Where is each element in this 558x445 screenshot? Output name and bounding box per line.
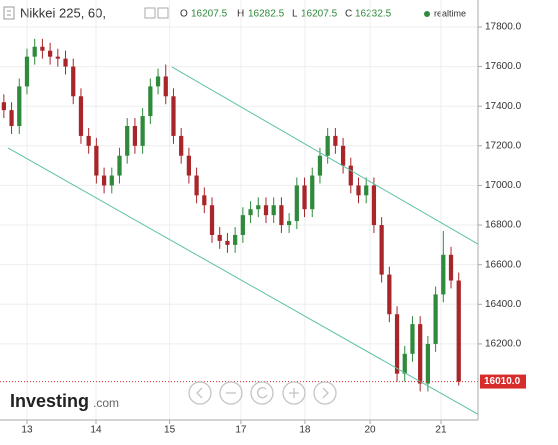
candle-body [171,96,176,136]
candle-body [364,185,369,196]
trend-line [7,147,479,415]
candle-body [233,234,238,245]
candle-body [202,195,207,206]
ohlc-label: C [345,9,352,20]
candle-body [117,155,122,176]
candle-body [179,135,184,156]
candle-body [1,102,6,111]
candle-body [433,294,438,344]
candle-body [348,165,353,186]
candle-body [333,135,338,146]
candle-body [263,205,269,216]
candle-body [17,86,22,126]
x-tick-label: 15 [164,425,176,436]
candle-body [302,185,307,210]
candle-body [325,135,330,156]
candle-body [410,324,415,354]
candle-body [55,56,60,59]
candle-body [132,126,138,146]
y-tick-label: 16600.0 [485,259,522,270]
ohlc-value: 16282.5 [248,9,285,20]
candle-body [186,155,192,176]
candle-body [163,76,168,97]
candle-body [94,145,99,176]
candle-body [40,46,45,51]
plot [0,0,479,420]
status: realtime [434,8,466,18]
ohlc-label: L [292,9,298,20]
candle-body [86,135,91,146]
candle-body [109,175,114,186]
candle-body [279,205,284,226]
candle-body [456,280,461,382]
last-price-label: 16010.0 [484,376,521,387]
candle-body [271,205,276,216]
candle-body [402,353,407,374]
candle-body [71,66,76,97]
y-tick-label: 17800.0 [485,22,522,33]
candle-body [425,343,431,384]
candle-body [225,240,230,245]
candle-body [340,145,346,166]
y-tick-label: 17000.0 [485,180,522,191]
x-tick-label: 21 [435,425,447,436]
candle-body [441,254,446,295]
brand-suffix: .com [93,396,119,410]
candle-body [286,221,292,226]
candle-body [294,185,299,222]
candle-body [101,175,107,186]
candle-body [209,205,215,235]
x-tick-label: 17 [235,425,247,436]
candle-body [394,314,400,374]
trend-line [171,66,479,245]
x-tick-label: 18 [299,425,311,436]
candle-body [63,58,68,67]
candle-body [47,50,53,57]
status-dot [424,11,430,17]
candle-body [194,175,199,196]
candle-body [248,209,253,216]
y-tick-label: 16800.0 [485,220,522,231]
last-price-box [480,374,526,389]
candle-body [379,225,384,275]
candle-body [217,234,222,241]
ohlc-label: O [180,9,188,20]
nav-buttons[interactable] [188,381,337,405]
header-icon [3,6,15,20]
candle-body [310,175,315,210]
candle-body [78,96,84,136]
header-buttons[interactable] [144,7,169,19]
y-tick-label: 16400.0 [485,299,522,310]
candle-body [317,155,323,176]
candle-body [448,254,454,281]
candle-body [125,126,130,156]
candle-body [9,110,14,126]
y-tick-label: 16200.0 [485,339,522,350]
x-tick-label: 20 [365,425,377,436]
candle-body [418,324,423,384]
ohlc-value: 16207.5 [301,9,338,20]
candle-body [140,116,145,146]
candle-body [240,215,245,235]
y-tick-label: 17400.0 [485,101,522,112]
y-tick-label: 17600.0 [485,61,522,72]
candle-body [148,86,153,117]
candle-body [371,185,377,226]
ohlc-value: 16207.5 [191,9,228,20]
x-tick-label: 14 [90,425,102,436]
brand: Investing [10,391,89,411]
candle-body [24,56,30,87]
x-tick-label: 13 [21,425,33,436]
y-tick-label: 17200.0 [485,140,522,151]
candle-body [155,76,161,87]
chart-title: Nikkei 225, 60, [20,5,106,20]
candle-body [256,205,261,210]
candle-body [32,46,37,57]
candle-body [387,274,392,315]
ohlc-value: 16232.5 [355,9,392,20]
candle-body [356,185,361,196]
